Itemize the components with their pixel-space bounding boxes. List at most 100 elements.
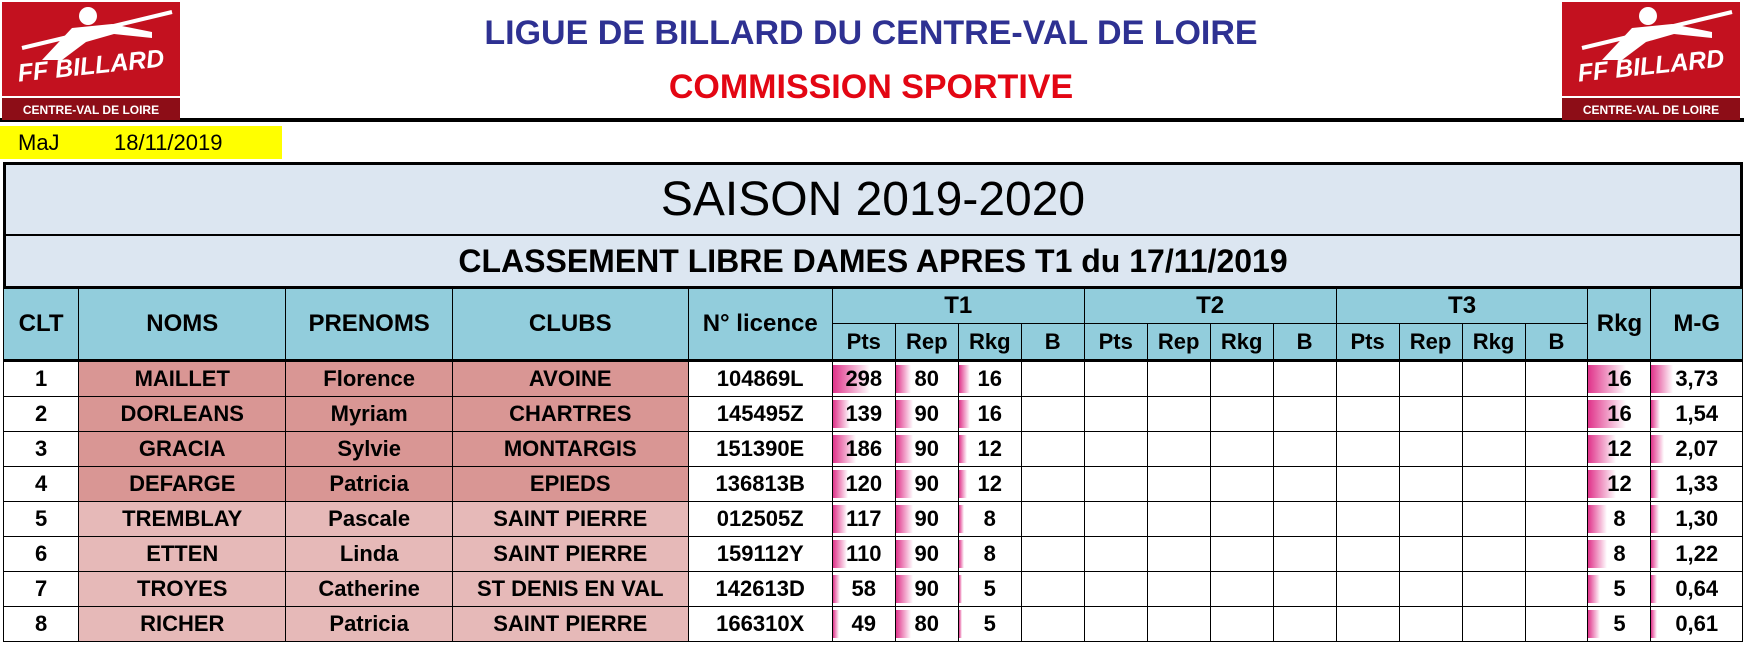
logo-region-text: CENTRE-VAL DE LOIRE [1562, 96, 1740, 120]
cell-t1-rkg-value: 5 [983, 576, 996, 601]
cell-total-rkg-value: 16 [1607, 366, 1632, 391]
col-header-t2: T2 [1083, 288, 1337, 324]
cell-t1-rep: 90 [894, 571, 959, 607]
page-title: LIGUE DE BILLARD DU CENTRE-VAL DE LOIRE [484, 14, 1258, 52]
cell-t3-pts [1335, 431, 1400, 467]
cell-t1-rkg: 12 [957, 466, 1022, 502]
cell-t3-pts [1335, 606, 1400, 642]
cell-t3-b [1524, 606, 1589, 642]
cell-total-rkg-bar [1588, 435, 1617, 463]
cell-t1-pts: 186 [831, 431, 896, 467]
page-header: FF BILLARD CENTRE-VAL DE LOIRE LIGUE DE … [0, 0, 1744, 122]
cell-mg-bar [1651, 610, 1657, 638]
cell-t1-rep-value: 80 [914, 366, 939, 391]
cell-t1-rkg: 16 [957, 396, 1022, 432]
cell-t2-rkg [1209, 501, 1274, 537]
cell-t3-b [1524, 396, 1589, 432]
cell-clt: 4 [2, 466, 80, 502]
cell-t1-rep-value: 90 [914, 506, 939, 531]
cell-t1-rkg-bar [959, 575, 963, 603]
logo-region-text: CENTRE-VAL DE LOIRE [2, 96, 180, 120]
cell-t1-b [1020, 536, 1085, 572]
cell-mg-bar [1651, 435, 1664, 463]
cell-t1-rep-bar [896, 610, 911, 638]
cell-total-rkg-bar [1588, 470, 1617, 498]
cell-club: SAINT PIERRE [451, 501, 689, 537]
cell-t3-rep [1398, 431, 1463, 467]
cell-t3-rep [1398, 501, 1463, 537]
col-header-t2-rkg: Rkg [1209, 323, 1274, 361]
cell-mg-bar [1651, 400, 1661, 428]
cell-t2-b [1272, 359, 1337, 397]
cell-t1-rep: 80 [894, 359, 959, 397]
cell-nom: TREMBLAY [78, 501, 287, 537]
cell-total-rkg-bar [1588, 400, 1626, 428]
cell-total-rkg-value: 5 [1613, 576, 1626, 601]
cell-mg-value: 3,73 [1675, 366, 1719, 391]
update-label: MaJ [18, 130, 60, 155]
cell-mg-value: 2,07 [1675, 436, 1719, 461]
cell-t1-rkg-bar [959, 400, 970, 428]
cell-t1-rep: 90 [894, 536, 959, 572]
cell-t1-rkg-bar [959, 540, 965, 568]
cell-t2-rkg [1209, 536, 1274, 572]
cell-licence: 151390E [687, 431, 833, 467]
cell-t1-pts-value: 298 [845, 366, 883, 391]
cell-t1-rep-value: 90 [914, 401, 939, 426]
cell-t1-rkg-bar [959, 365, 970, 393]
cell-t3-rep [1398, 571, 1463, 607]
cell-t1-pts-value: 49 [851, 611, 877, 636]
cell-total-rkg: 12 [1587, 466, 1652, 502]
cell-mg-bar [1651, 540, 1659, 568]
col-header-rkg: Rkg [1587, 288, 1652, 361]
col-header-t2-rep: Rep [1146, 323, 1211, 361]
cell-prenom: Patricia [285, 466, 453, 502]
cell-t2-rep [1146, 501, 1211, 537]
col-header-t3-b: B [1524, 323, 1589, 361]
cell-total-rkg-bar [1588, 540, 1608, 568]
cell-t2-b [1272, 606, 1337, 642]
col-header-t3: T3 [1335, 288, 1589, 324]
cell-t3-pts [1335, 536, 1400, 572]
cell-mg: 1,54 [1650, 396, 1743, 432]
cell-club: AVOINE [451, 359, 689, 397]
cell-t3-rkg [1461, 396, 1526, 432]
col-header-t1-rkg: Rkg [957, 323, 1022, 361]
cell-licence: 159112Y [687, 536, 833, 572]
cell-mg-bar [1651, 365, 1674, 393]
cell-total-rkg-value: 12 [1607, 436, 1632, 461]
cell-total-rkg-value: 12 [1607, 471, 1632, 496]
cell-t2-b [1272, 501, 1337, 537]
cell-t1-rkg-bar [959, 610, 963, 638]
cell-t2-pts [1083, 606, 1148, 642]
cell-t1-b [1020, 431, 1085, 467]
cell-licence: 142613D [687, 571, 833, 607]
cell-t3-rkg [1461, 501, 1526, 537]
cell-t1-rep-value: 80 [914, 611, 939, 636]
cell-t2-rkg [1209, 571, 1274, 607]
cell-t1-rkg-value: 12 [977, 471, 1002, 496]
cell-t1-rep: 90 [894, 501, 959, 537]
cell-t3-rep [1398, 606, 1463, 642]
cell-club: SAINT PIERRE [451, 606, 689, 642]
cell-clt: 5 [2, 501, 80, 537]
page-subtitle: COMMISSION SPORTIVE [668, 68, 1074, 106]
cell-t1-pts-bar [833, 540, 847, 568]
cell-t1-b [1020, 359, 1085, 397]
cell-prenom: Sylvie [285, 431, 453, 467]
cell-nom: RICHER [78, 606, 287, 642]
season-title: SAISON 2019-2020 [3, 162, 1743, 236]
cell-t1-rep: 80 [894, 606, 959, 642]
table-row: 6 ETTEN Linda SAINT PIERRE 159112Y 110 90 8 8 1,2… [2, 536, 1743, 572]
cell-t3-rkg [1461, 571, 1526, 607]
cell-t2-rkg [1209, 359, 1274, 397]
ranking-title: CLASSEMENT LIBRE DAMES APRES T1 du 17/11… [3, 236, 1743, 288]
cell-t1-pts-value: 186 [845, 436, 883, 461]
cell-t2-rkg [1209, 396, 1274, 432]
cell-t1-b [1020, 466, 1085, 502]
table-row: 7 TROYES Catherine ST DENIS EN VAL 142613D 58… [2, 571, 1743, 607]
billiard-player-icon [1581, 7, 1733, 60]
cell-t3-b [1524, 359, 1589, 397]
cell-mg: 0,64 [1650, 571, 1743, 607]
cell-mg: 2,07 [1650, 431, 1743, 467]
